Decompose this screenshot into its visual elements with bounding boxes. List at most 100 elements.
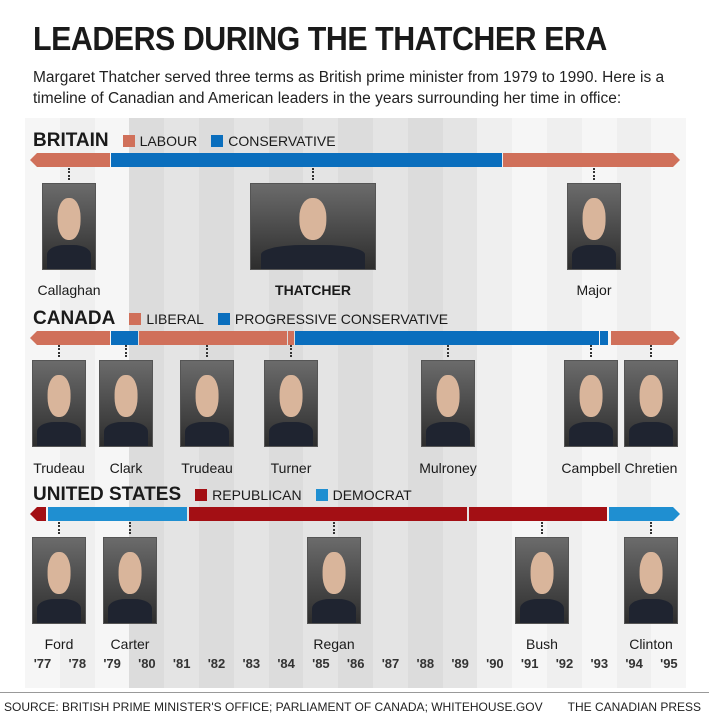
year-label: '79 (103, 656, 121, 671)
year-label: '81 (172, 656, 191, 671)
suit-shape (269, 422, 313, 446)
year-label: '94 (625, 656, 643, 671)
year-label: '93 (590, 656, 609, 671)
legend-label: DEMOCRAT (332, 487, 412, 503)
suit-shape (104, 422, 148, 446)
leader-name: Mulroney (419, 460, 477, 476)
leader-photo (99, 360, 153, 447)
suit-shape (260, 245, 366, 269)
term-segment (139, 331, 287, 345)
face-shape (57, 197, 81, 241)
face-shape (436, 374, 460, 418)
leader-photo (515, 537, 569, 624)
leader-photo (624, 360, 678, 447)
suit-shape (108, 599, 152, 623)
page-title: LEADERS DURING THE THATCHER ERA (33, 20, 607, 57)
year-label: '78 (68, 656, 87, 671)
legend-label: LABOUR (139, 133, 198, 149)
marker-line (312, 168, 314, 180)
face-shape (47, 551, 71, 595)
leader-photo (32, 537, 86, 624)
marker-line (333, 522, 335, 534)
leader-photo (32, 360, 86, 447)
suit-shape (629, 422, 673, 446)
legend-democrat: DEMOCRAT (315, 487, 412, 503)
legend-swatch (315, 489, 328, 501)
year-label: '80 (138, 656, 156, 671)
leader-photo (307, 537, 361, 624)
legend-liberal: LIBERAL (129, 311, 204, 327)
year-label: '83 (242, 656, 261, 671)
year-label: '77 (33, 656, 52, 671)
section-label: CANADA (33, 308, 116, 329)
leader-photo (421, 360, 475, 447)
marker-line (68, 168, 70, 180)
source-note: SOURCE: BRITISH PRIME MINISTER'S OFFICE;… (4, 700, 543, 714)
face-shape (299, 197, 327, 241)
canada-header: CANADA LIBERAL PROGRESSIVE CONSERVATIVE (33, 308, 448, 330)
face-shape (639, 374, 663, 418)
leader-name: Bush (526, 636, 558, 652)
suit-shape (629, 599, 673, 623)
britain-header: BRITAIN LABOUR CONSERVATIVE (33, 130, 336, 152)
term-segment (111, 331, 138, 345)
term-segment (503, 153, 680, 167)
marker-line (129, 522, 131, 534)
leader-photo (180, 360, 234, 447)
leader-name: Callaghan (37, 282, 101, 298)
marker-line (206, 345, 208, 357)
legend-label: CONSERVATIVE (228, 133, 336, 149)
term-segment (30, 507, 46, 521)
term-segment (611, 331, 680, 345)
marker-line (541, 522, 543, 534)
face-shape (530, 551, 554, 595)
term-segment (288, 331, 294, 345)
year-label: '82 (207, 656, 226, 671)
section-label: UNITED STATES (33, 484, 182, 505)
year-label: '86 (346, 656, 365, 671)
credit: THE CANADIAN PRESS (567, 700, 701, 714)
leader-name: Clinton (629, 636, 673, 652)
year-column (477, 118, 513, 688)
legend-republican: REPUBLICAN (195, 487, 302, 503)
marker-line (593, 168, 595, 180)
marker-line (125, 345, 127, 357)
leader-photo (42, 183, 96, 270)
marker-line (650, 522, 652, 534)
legend-pc: PROGRESSIVE CONSERVATIVE (217, 311, 448, 327)
legend-conservative: CONSERVATIVE (211, 133, 336, 149)
term-segment (48, 507, 187, 521)
face-shape (47, 374, 71, 418)
divider (0, 692, 709, 693)
term-segment (111, 153, 502, 167)
suit-shape (185, 422, 229, 446)
marker-line (447, 345, 449, 357)
face-shape (579, 374, 603, 418)
leader-name: Major (576, 282, 612, 298)
term-segment (30, 153, 110, 167)
marker-line (590, 345, 592, 357)
leader-name: Ford (44, 636, 74, 652)
year-column (373, 118, 408, 688)
face-shape (118, 551, 142, 595)
marker-line (290, 345, 292, 357)
year-label: '91 (520, 656, 539, 671)
suit-shape (569, 422, 613, 446)
marker-line (650, 345, 652, 357)
leader-name: Campbell (561, 460, 621, 476)
leader-name: Chretien (624, 460, 678, 476)
leader-name: Turner (270, 460, 312, 476)
marker-line (58, 522, 60, 534)
suit-shape (312, 599, 356, 623)
suit-shape (37, 422, 81, 446)
suit-shape (47, 245, 91, 269)
legend-swatch (217, 313, 230, 325)
leader-name: Trudeau (33, 460, 85, 476)
suit-shape (572, 245, 616, 269)
leader-photo (624, 537, 678, 624)
leader-photo (567, 183, 621, 270)
leader-photo (564, 360, 618, 447)
face-shape (279, 374, 303, 418)
year-label: '92 (555, 656, 574, 671)
year-label: '84 (277, 656, 295, 671)
